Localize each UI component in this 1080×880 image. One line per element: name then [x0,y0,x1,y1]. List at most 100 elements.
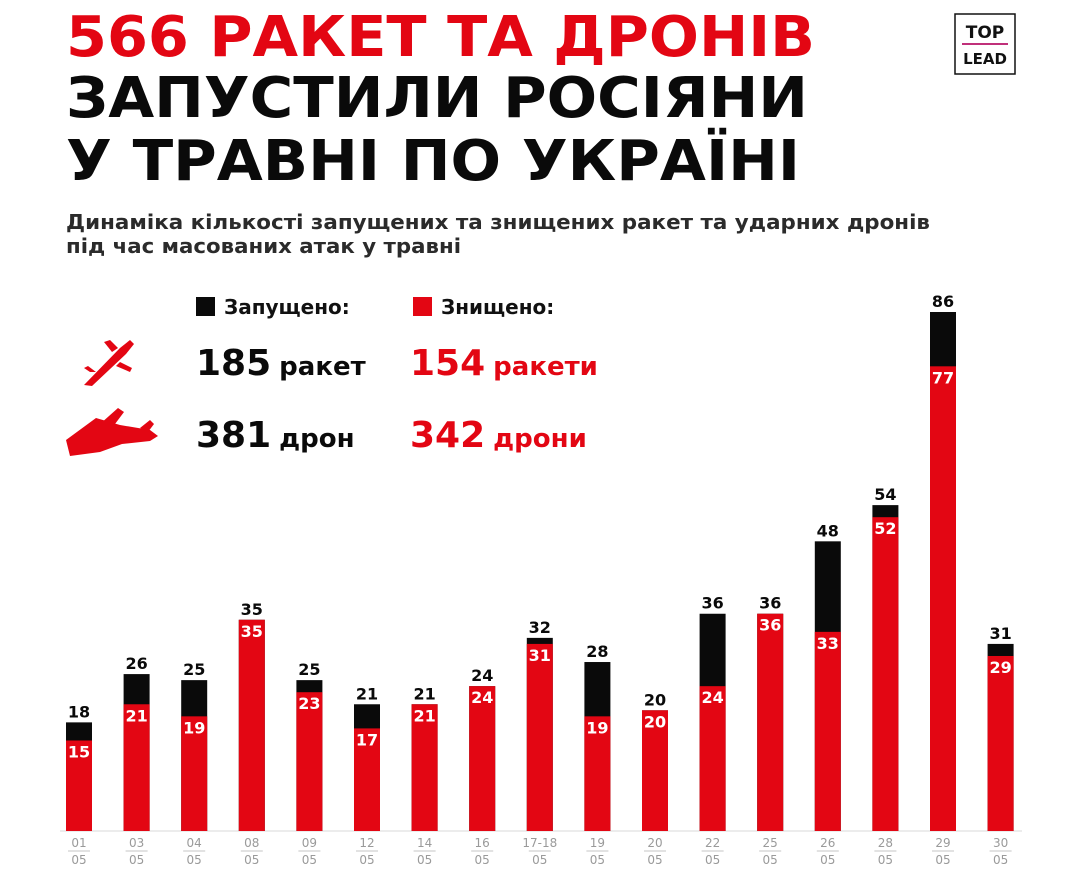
x-tick-label: 14 [417,836,432,850]
x-tick-label: 20 [647,836,662,850]
x-tick-label: 05 [417,853,432,867]
bar [584,716,611,831]
title-line: ЗАПУСТИЛИ РОСІЯНИ [66,66,808,131]
x-tick-label: 05 [590,853,605,867]
summary-number: 381 [196,415,271,456]
value-label: 32 [529,618,551,637]
value-label: 26 [125,654,147,673]
summary-unit: дрон [279,424,354,454]
bar [181,716,208,831]
x-tick-label: 08 [244,836,259,850]
value-label: 21 [125,706,147,725]
value-label: 20 [644,712,666,731]
value-label: 28 [586,642,608,661]
x-tick-label: 05 [647,853,662,867]
value-label: 77 [932,368,954,387]
legend-label: Знищено: [441,295,554,319]
value-label: 21 [413,684,435,703]
value-label: 36 [759,616,781,635]
logo-text: LEAD [963,50,1007,68]
bar [66,740,92,831]
value-label: 24 [471,666,493,685]
value-label: 24 [701,688,723,707]
value-label: 86 [932,292,954,311]
x-tick-label: 05 [71,853,86,867]
bar [526,643,553,831]
summary-number: 185 [196,343,271,384]
bar [469,686,496,831]
bar [123,704,150,831]
value-label: 36 [759,594,781,613]
value-label: 25 [183,660,205,679]
x-tick-label: 26 [820,836,835,850]
value-label: 48 [817,521,839,540]
x-tick-label: 19 [590,836,605,850]
summary-number: 154 [410,343,485,384]
x-tick-label: 05 [129,853,144,867]
missile-icon [84,340,134,386]
bar [872,517,899,831]
legend-swatch [196,297,215,316]
value-label: 21 [356,684,378,703]
x-tick-label: 05 [302,853,317,867]
logo-box [954,13,1016,75]
bar [987,655,1014,831]
bar [699,686,726,831]
logo-text: TOP [966,23,1005,43]
value-label: 33 [817,634,839,653]
x-tick-label: 05 [532,853,547,867]
value-label: 31 [989,624,1011,643]
bar [238,619,265,831]
x-tick-label: 05 [820,853,835,867]
summary-number: 342 [410,415,485,456]
x-tick-label: 30 [993,836,1008,850]
value-label: 29 [989,658,1011,677]
legend-label: Запущено: [224,295,350,319]
value-label: 24 [471,688,493,707]
drone-icon [66,408,158,456]
value-label: 19 [586,718,608,737]
x-tick-label: 05 [878,853,893,867]
value-label: 36 [701,594,723,613]
value-label: 35 [241,622,263,641]
bar [814,631,841,831]
title-line: 566 РАКЕТ ТА ДРОНІВ [66,5,815,70]
value-label: 25 [298,660,320,679]
bar [642,710,668,831]
value-label: 35 [241,600,263,619]
summary-unit: дрони [493,424,587,454]
x-tick-label: 22 [705,836,720,850]
bar [296,692,323,831]
x-tick-label: 05 [993,853,1008,867]
x-tick-label: 05 [244,853,259,867]
value-label: 20 [644,690,666,709]
x-tick-label: 05 [187,853,202,867]
value-label: 19 [183,718,205,737]
summary-unit: ракети [493,352,598,382]
x-tick-label: 05 [359,853,374,867]
value-label: 15 [68,742,90,761]
value-label: 23 [298,694,320,713]
x-tick-label: 05 [475,853,490,867]
subtitle-line: Динаміка кількості запущених та знищених… [66,210,930,234]
legend-swatch [413,297,432,316]
value-label: 17 [356,730,378,749]
x-tick-label: 04 [187,836,202,850]
value-label: 54 [874,485,896,504]
x-tick-label: 05 [935,853,950,867]
bar [757,613,784,831]
x-tick-label: 01 [71,836,86,850]
title-line: У ТРАВНІ ПО УКРАЇНІ [66,129,800,194]
x-tick-label: 29 [935,836,950,850]
bar [354,728,380,831]
value-label: 31 [529,646,551,665]
x-tick-label: 05 [705,853,720,867]
x-tick-label: 09 [302,836,317,850]
value-label: 18 [68,702,90,721]
x-tick-label: 28 [878,836,893,850]
x-tick-label: 25 [763,836,778,850]
x-tick-label: 03 [129,836,144,850]
value-label: 52 [874,519,896,538]
value-label: 21 [413,706,435,725]
